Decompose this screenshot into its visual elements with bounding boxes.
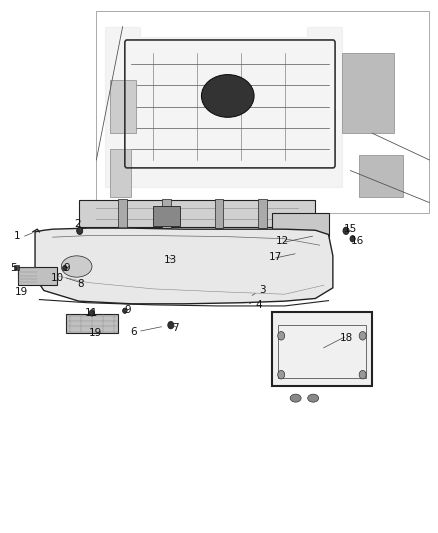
- Bar: [153, 206, 180, 226]
- Text: 16: 16: [350, 236, 364, 246]
- Polygon shape: [272, 213, 328, 237]
- Text: 10: 10: [51, 273, 64, 283]
- Circle shape: [89, 310, 95, 316]
- Polygon shape: [79, 200, 315, 227]
- Text: 7: 7: [172, 323, 179, 333]
- Bar: [162, 199, 171, 228]
- Circle shape: [350, 236, 355, 242]
- Text: 15: 15: [344, 224, 357, 234]
- Bar: [110, 149, 131, 197]
- Bar: [272, 312, 372, 386]
- Bar: [110, 80, 136, 133]
- Polygon shape: [66, 314, 118, 333]
- Text: 6: 6: [130, 327, 137, 336]
- Ellipse shape: [290, 394, 301, 402]
- Circle shape: [343, 227, 349, 235]
- Polygon shape: [35, 228, 333, 304]
- Text: 11: 11: [85, 308, 98, 318]
- Bar: [342, 53, 394, 133]
- Text: 18: 18: [339, 334, 353, 343]
- Polygon shape: [105, 27, 342, 187]
- Ellipse shape: [61, 256, 92, 277]
- Text: 13: 13: [163, 255, 177, 265]
- Text: 2: 2: [74, 220, 81, 229]
- Bar: [278, 325, 366, 378]
- Circle shape: [123, 308, 127, 313]
- Bar: [118, 199, 127, 228]
- Circle shape: [168, 321, 174, 329]
- Circle shape: [359, 332, 366, 340]
- Circle shape: [278, 370, 285, 379]
- Text: 1: 1: [14, 231, 21, 240]
- Polygon shape: [18, 266, 57, 285]
- Bar: [359, 155, 403, 197]
- Circle shape: [63, 265, 67, 271]
- Text: 3: 3: [259, 286, 266, 295]
- Text: 8: 8: [78, 279, 85, 288]
- Text: 17: 17: [268, 252, 282, 262]
- Text: 9: 9: [63, 263, 70, 272]
- Bar: [258, 199, 267, 228]
- Text: 19: 19: [89, 328, 102, 338]
- Circle shape: [77, 227, 83, 235]
- Bar: [215, 199, 223, 228]
- Ellipse shape: [307, 394, 318, 402]
- Text: 9: 9: [124, 305, 131, 315]
- Text: 12: 12: [276, 236, 289, 246]
- Text: 4: 4: [255, 300, 262, 310]
- Circle shape: [359, 370, 366, 379]
- Ellipse shape: [201, 75, 254, 117]
- Text: 19: 19: [15, 287, 28, 297]
- Circle shape: [278, 332, 285, 340]
- Text: 5: 5: [10, 263, 17, 272]
